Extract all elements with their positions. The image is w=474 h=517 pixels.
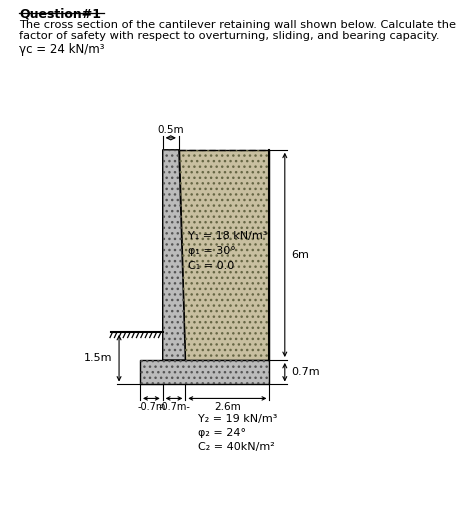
Bar: [140, 360, 269, 385]
Text: φ₁ = 30°: φ₁ = 30°: [188, 246, 236, 256]
Text: γc = 24 kN/m³: γc = 24 kN/m³: [19, 43, 104, 56]
Polygon shape: [179, 150, 269, 360]
Bar: [140, 360, 269, 385]
Text: The cross section of the cantilever retaining wall shown below. Calculate the: The cross section of the cantilever reta…: [19, 20, 456, 29]
Text: factor of safety with respect to overturning, sliding, and bearing capacity.: factor of safety with respect to overtur…: [19, 31, 439, 41]
Text: 0.5m: 0.5m: [157, 125, 184, 134]
Text: 2.6m: 2.6m: [214, 402, 241, 413]
Text: φ₂ = 24°: φ₂ = 24°: [198, 428, 246, 438]
Text: Y₂ = 19 kN/m³: Y₂ = 19 kN/m³: [198, 414, 278, 424]
Text: C₁ = 0.0: C₁ = 0.0: [188, 261, 234, 271]
Text: 6m: 6m: [292, 250, 310, 260]
Polygon shape: [163, 150, 185, 360]
Text: -0.7m-: -0.7m-: [158, 402, 190, 413]
Text: Y₁ = 18 kN/m³: Y₁ = 18 kN/m³: [188, 231, 267, 240]
Text: 1.5m: 1.5m: [84, 353, 112, 363]
Text: C₂ = 40kN/m²: C₂ = 40kN/m²: [198, 442, 275, 452]
Text: 0.7m: 0.7m: [292, 367, 320, 377]
Text: -0.7m: -0.7m: [137, 402, 165, 413]
Text: Question#1: Question#1: [19, 8, 101, 21]
